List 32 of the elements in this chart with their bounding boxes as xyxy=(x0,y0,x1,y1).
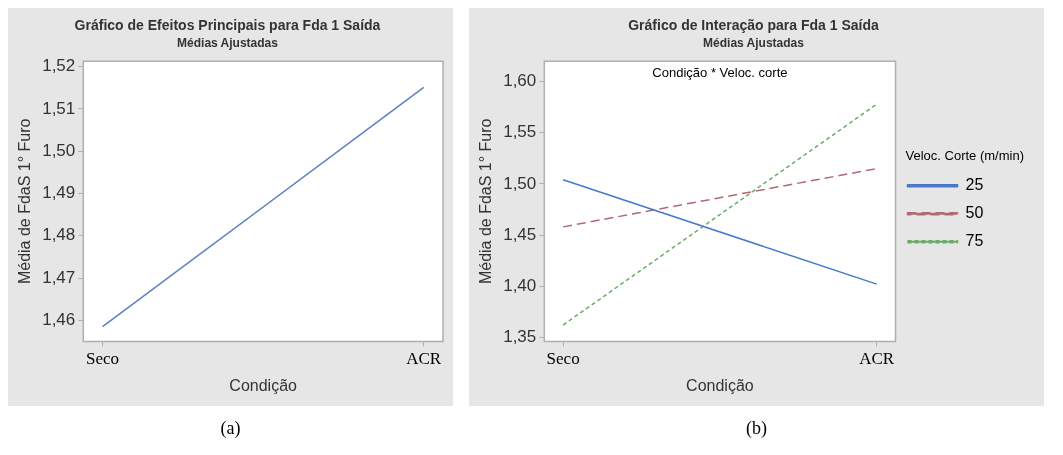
y-tick-label: 1,45 xyxy=(503,224,537,244)
legend-title: Veloc. Corte (m/min) xyxy=(905,148,1025,164)
y-tick-label: 1,60 xyxy=(503,71,537,91)
x-tick-label: Seco xyxy=(546,349,580,369)
text: (b) xyxy=(745,418,768,439)
legend-label: 25 xyxy=(965,176,984,194)
y-tick-label: 1,55 xyxy=(503,122,537,142)
y-tick-label: 1,46 xyxy=(42,309,76,329)
y-tick-label: 1,50 xyxy=(503,173,537,193)
text: (a) xyxy=(219,418,242,439)
y-tick-label: 1,52 xyxy=(42,56,76,76)
legend-label: 50 xyxy=(965,204,984,222)
y-axis-title: Média de FdaS 1° Furo xyxy=(477,118,495,285)
annotation: Condição * Veloc. corte xyxy=(652,65,788,81)
y-tick-label: 1,40 xyxy=(503,275,537,295)
x-tick-label: ACR xyxy=(859,349,895,369)
y-tick-label: 1,47 xyxy=(42,267,76,287)
y-axis-title: Média de FdaS 1° Furo xyxy=(16,118,34,285)
chart-title: Gráfico de Interação para Fda 1 Saída xyxy=(628,17,879,34)
chart-title: Gráfico de Efeitos Principais para Fda 1 Saída xyxy=(74,17,381,34)
chart-subtitle: Médias Ajustadas xyxy=(703,36,805,51)
x-axis-title: Condição xyxy=(229,376,298,394)
y-tick-label: 1,51 xyxy=(42,98,76,118)
y-tick-label: 1,49 xyxy=(42,183,76,203)
y-tick-label: 1,35 xyxy=(503,327,537,346)
chart-subtitle: Médias Ajustadas xyxy=(177,36,279,51)
y-tick-label: 1,50 xyxy=(42,140,76,160)
legend-label: 75 xyxy=(965,232,984,250)
x-axis-title: Condição xyxy=(686,376,754,394)
x-tick-label: Seco xyxy=(86,349,120,369)
x-tick-label: ACR xyxy=(406,349,442,369)
y-tick-label: 1,48 xyxy=(42,225,76,245)
